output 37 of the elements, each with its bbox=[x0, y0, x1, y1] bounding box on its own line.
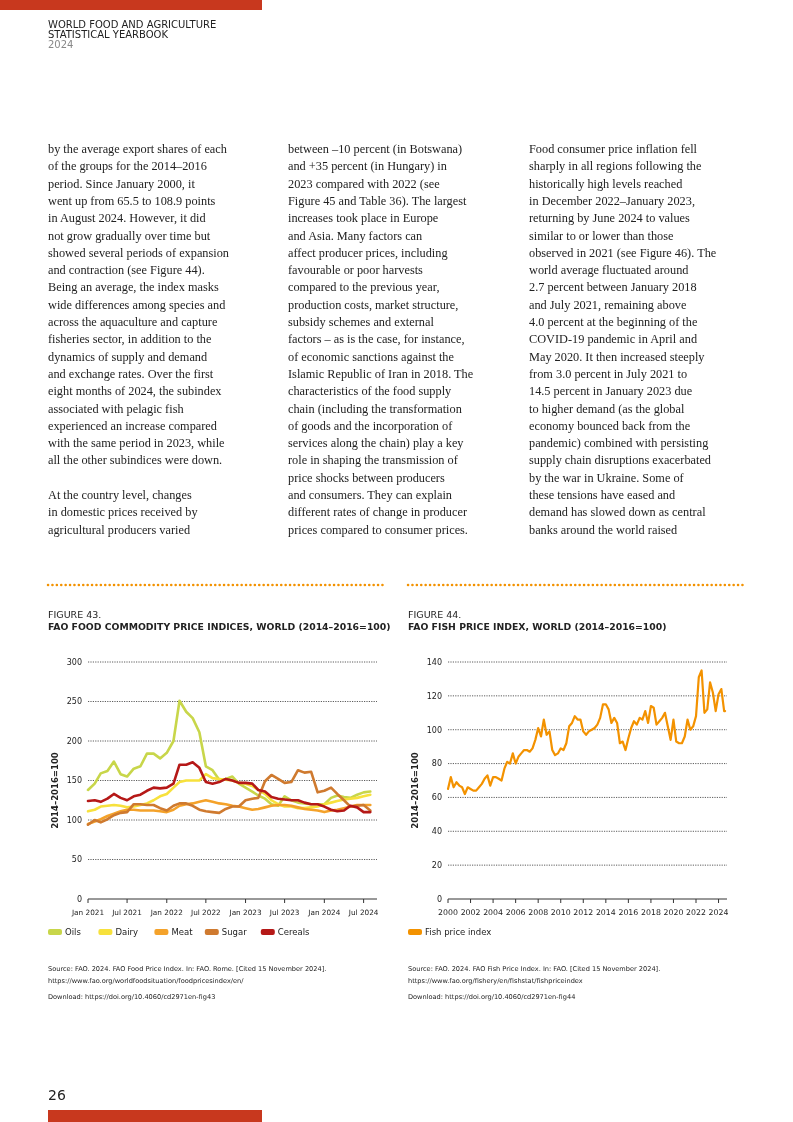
chart-subtitle: FIGURE 44. bbox=[408, 609, 462, 620]
y-tick-label: 300 bbox=[66, 657, 82, 667]
line-series bbox=[446, 669, 727, 796]
text: by the average export shares of each of the groups for the 2014–2016 period. Since January 2000, it went up from 65.5 to 108.9 points in August 2024. However, it did not grow gradually over time but showed several periods of expansion and contraction (see Figure 44). Being an average, the index masks wide differences among species and across the aquaculture and capture fisheries sector, in addition to the dynamics of supply and demand and exchange rates. Over the first eight months of 2024, the subindex associated with pelagic fish experienced an increase compared with the same period in 2023, while all the other subindices were down. bbox=[48, 142, 229, 468]
y-tick-label: 140 bbox=[426, 657, 442, 667]
y-tick-label: 100 bbox=[426, 725, 442, 735]
legend-label: Dairy bbox=[115, 927, 139, 937]
chart-title: FAO FOOD COMMODITY PRICE INDICES, WORLD (2014–2016=100) bbox=[48, 621, 391, 632]
legend-label: Sugar bbox=[221, 927, 248, 937]
y-tick-label: 60 bbox=[431, 793, 442, 803]
y-tick-label: 100 bbox=[66, 815, 82, 825]
text: 2024 bbox=[48, 39, 74, 50]
y-tick-label: 80 bbox=[431, 759, 442, 769]
text: WORLD FOOD AND AGRICULTURE STATISTICAL YEARBOOK bbox=[48, 19, 217, 40]
y-tick-label: 0 bbox=[436, 894, 442, 904]
y-axis-title: 2014–2016=100 bbox=[50, 752, 60, 829]
legend-label: Fish price index bbox=[425, 927, 492, 937]
text: 26 bbox=[48, 1087, 66, 1103]
y-tick-label: 250 bbox=[66, 697, 82, 707]
y-tick-label: 20 bbox=[431, 860, 442, 870]
legend-label: Cereals bbox=[277, 927, 311, 937]
line-series bbox=[86, 761, 372, 814]
y-tick-label: 50 bbox=[71, 855, 82, 865]
line-series bbox=[86, 768, 372, 827]
chart-title: FAO FISH PRICE INDEX, WORLD (2014–2016=100) bbox=[408, 621, 667, 632]
text: Food consumer price inflation fell sharply in all regions following the historically high levels reached in December 2022–January 2023, returning by June 2024 to values similar to or lower than those observed in 2021 (see Figure 46). The world average fluctuated around 2.7 percent between January 2018 and July 2021, remaining above 4.0 percent at the beginning of the COVID-19 pandemic in April and May 2020. It then increased steeply from 3.0 percent in July 2021 to 14.5 percent in January 2023 due to higher demand (as the global economy bounced back from the pandemic) combined with persisting supply chain disruptions exacerbated by the war in Ukraine. Some of these tensions have eased and demand has slowed down as central banks around the world raised bbox=[529, 142, 717, 537]
text: At the country level, changes in domestic prices received by agricultural producers varied bbox=[48, 488, 199, 537]
chart-subtitle: FIGURE 43. bbox=[48, 609, 102, 620]
y-tick-label: 200 bbox=[66, 736, 82, 746]
text: between –10 percent (in Botswana) and +35 percent (in Hungary) in 2023 compared with 2022 (see Figure 45 and Table 36). The largest increases took place in Europe and Asia. Many factors can affect producer prices, including favourable or poor harvests compared to the previous year, production costs, market structure, subsidy schemes and external factors – as is the case, for instance, of economic sanctions against the Islamic Republic of Iran in 2018. The characteristics of the food supply chain (including the transformation of goods and the incorporation of services along the chain) play a key role in shaping the transmission of price shocks between producers and consumers. They can explain different rates of change in producer prices compared to consumer prices. bbox=[288, 142, 474, 537]
y-tick-label: 150 bbox=[66, 776, 82, 786]
y-tick-label: 120 bbox=[426, 691, 442, 701]
y-axis-title: 2014–2016=100 bbox=[410, 752, 420, 829]
legend-label: Oils bbox=[65, 927, 82, 937]
legend-label: Meat bbox=[171, 927, 194, 937]
y-tick-label: 0 bbox=[76, 894, 82, 904]
y-tick-label: 40 bbox=[431, 827, 442, 837]
